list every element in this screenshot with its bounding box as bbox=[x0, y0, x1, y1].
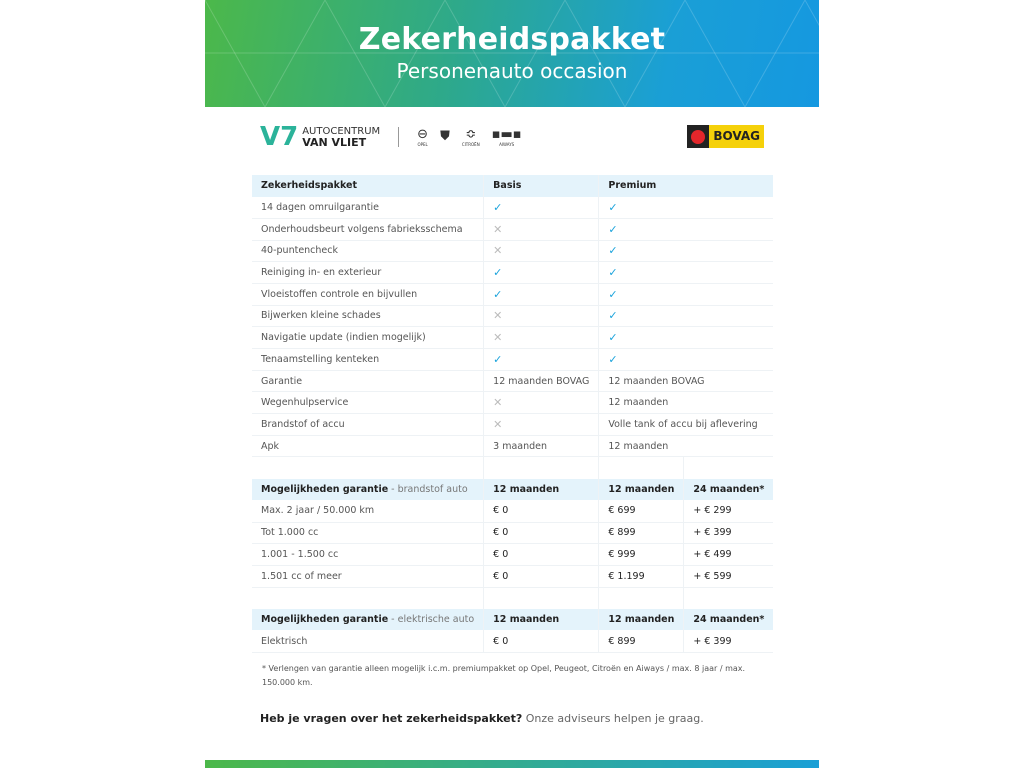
table-row: Tot 1.000 cc € 0 € 899 + € 399 bbox=[252, 522, 774, 545]
cross-icon: ✕ bbox=[493, 417, 503, 431]
table-row: Reiniging in- en exterieur ✓ ✓ bbox=[252, 261, 774, 284]
check-icon: ✓ bbox=[608, 222, 618, 236]
citroen-logo: ≎ CITROËN bbox=[461, 126, 480, 147]
table-row: Max. 2 jaar / 50.000 km € 0 € 699 + € 299 bbox=[252, 500, 774, 523]
peugeot-logo: ⛊ bbox=[440, 129, 450, 144]
bovag-logo: BOVAG bbox=[687, 125, 764, 148]
check-icon: ✓ bbox=[608, 266, 618, 280]
check-icon: ✓ bbox=[493, 200, 503, 214]
check-icon: ✓ bbox=[608, 331, 618, 345]
table-row: Navigatie update (indien mogelijk) ✕ ✓ bbox=[252, 326, 774, 349]
table-row: Onderhoudsbeurt volgens fabrieksschema ✕ ✓ bbox=[252, 218, 774, 241]
cross-icon: ✕ bbox=[493, 244, 503, 258]
table-header: Zekerheidspakket Basis Premium bbox=[252, 175, 774, 197]
dealer-name-line2: VAN VLIET bbox=[302, 135, 367, 149]
cross-icon: ✕ bbox=[493, 222, 503, 236]
check-icon: ✓ bbox=[608, 309, 618, 323]
v7-logo-icon: V7 bbox=[260, 122, 299, 152]
package-table: Zekerheidspakket Basis Premium 14 dagen omr… bbox=[252, 175, 774, 653]
check-icon: ✓ bbox=[608, 287, 618, 301]
table-row: Elektrisch € 0 € 899 + € 399 bbox=[252, 630, 774, 653]
table-row: Bijwerken kleine schades ✕ ✓ bbox=[252, 305, 774, 328]
triangle-pattern bbox=[205, 0, 819, 107]
table-row: Apk 3 maanden 12 maanden bbox=[252, 435, 774, 458]
check-icon: ✓ bbox=[608, 352, 618, 366]
table-header: Mogelijkheden garantie - elektrische aut… bbox=[252, 608, 774, 631]
bovag-emblem-icon bbox=[687, 125, 710, 148]
page-subtitle: Personenauto occasion bbox=[396, 59, 628, 83]
page: Zekerheidspakket Personenauto occasion V… bbox=[205, 0, 819, 768]
footer-bar bbox=[205, 760, 819, 768]
table-row: Vloeistoffen controle en bijvullen ✓ ✓ bbox=[252, 283, 774, 306]
table-row: 40-puntencheck ✕ ✓ bbox=[252, 240, 774, 263]
check-icon: ✓ bbox=[493, 287, 503, 301]
spacer-row bbox=[252, 587, 773, 609]
opel-logo: ⊖ OPEL bbox=[417, 126, 429, 147]
table-row: Wegenhulpservice ✕ 12 maanden bbox=[252, 391, 774, 415]
cross-icon: ✕ bbox=[493, 331, 503, 345]
aiways-logo: ▪▬▪ AIWAYS bbox=[491, 126, 522, 147]
table-row: 14 dagen omruilgarantie ✓ ✓ bbox=[252, 196, 774, 219]
brand-logos: V7 AUTOCENTRUM VAN VLIET ⊖ OPEL ⛊ ≎ CITROË… bbox=[260, 122, 534, 152]
dealer-logo: V7 AUTOCENTRUM VAN VLIET bbox=[260, 124, 380, 150]
table-row: Garantie 12 maanden BOVAG 12 maanden BOVAG bbox=[252, 370, 774, 393]
page-title: Zekerheidspakket bbox=[358, 22, 666, 57]
spacer-row bbox=[252, 456, 773, 479]
footnote: * Verlengen van garantie alleen mogelijk… bbox=[262, 664, 746, 687]
table-row: Tenaamstelling kenteken ✓ ✓ bbox=[252, 348, 774, 371]
table-row: 1.501 cc of meer € 0 € 1.199 + € 599 bbox=[252, 565, 774, 588]
dealer-name-line1: AUTOCENTRUM bbox=[302, 125, 381, 137]
divider bbox=[398, 127, 400, 147]
hero-banner: Zekerheidspakket Personenauto occasion bbox=[205, 0, 819, 107]
contact-question: Heb je vragen over het zekerheidspakket?… bbox=[260, 712, 704, 725]
check-icon: ✓ bbox=[493, 266, 503, 280]
table-row: 1.001 - 1.500 cc € 0 € 999 + € 499 bbox=[252, 543, 774, 566]
cross-icon: ✕ bbox=[493, 396, 503, 410]
cross-icon: ✕ bbox=[493, 309, 503, 323]
check-icon: ✓ bbox=[608, 244, 618, 258]
table-header: Mogelijkheden garantie - brandstof auto 1… bbox=[252, 478, 774, 501]
check-icon: ✓ bbox=[608, 200, 618, 214]
table-row: Brandstof of accu ✕ Volle tank of accu bij… bbox=[252, 413, 774, 436]
check-icon: ✓ bbox=[493, 352, 503, 366]
